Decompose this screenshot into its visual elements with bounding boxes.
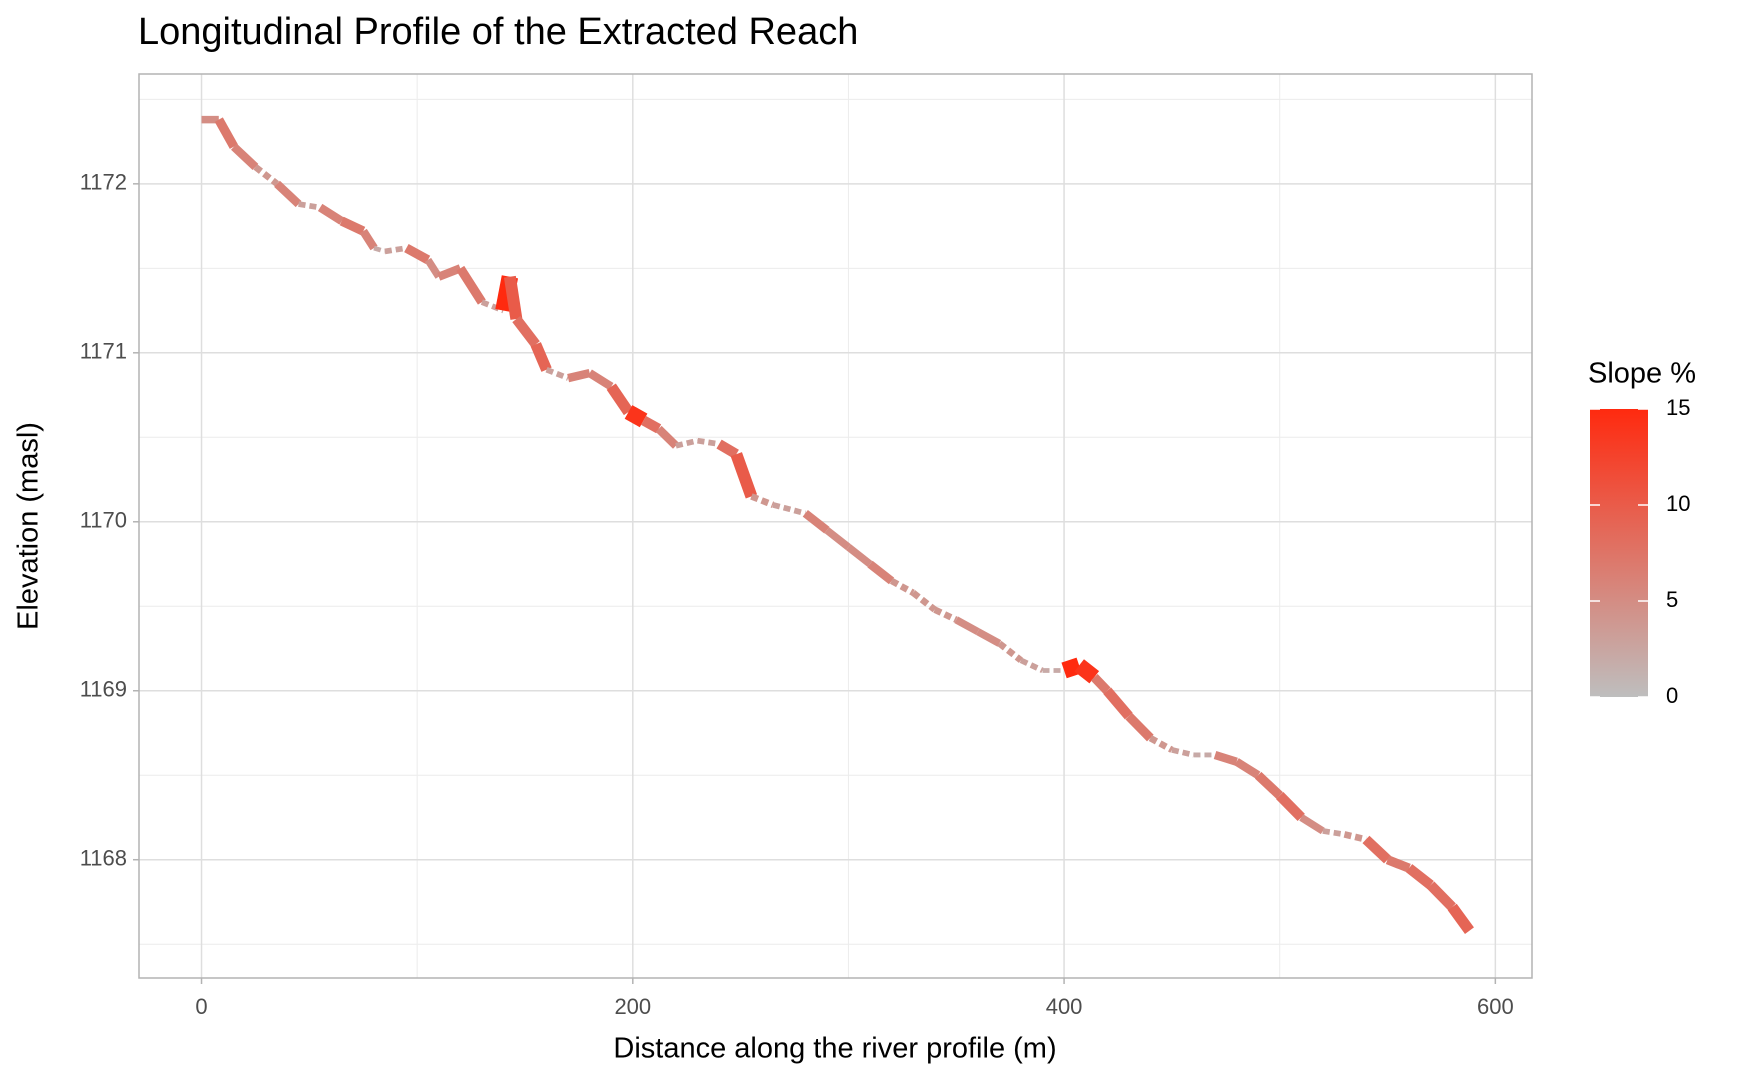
profile-segment (373, 245, 386, 254)
profile-segment (1254, 771, 1283, 799)
legend-label: 10 (1666, 491, 1690, 516)
y-tick-label: 1170 (80, 508, 127, 533)
profile-segment (1405, 864, 1434, 890)
y-tick-label: 1171 (80, 339, 127, 364)
profile-segment (1385, 855, 1411, 873)
profile-segment (889, 578, 915, 596)
profile-segment (214, 117, 238, 149)
profile-segment (359, 228, 378, 251)
profile-segment (298, 201, 321, 211)
profile-segment (512, 315, 540, 348)
profile-segment (424, 257, 442, 279)
profile-segment (750, 493, 775, 508)
profile-segment (954, 616, 980, 635)
profile-segment (802, 510, 830, 534)
colorbar (1590, 409, 1648, 697)
profile-segment (1125, 712, 1154, 742)
profile-segment (867, 560, 895, 585)
profile-segment (274, 180, 302, 208)
profile-segment (437, 264, 462, 281)
profile-segment (697, 437, 720, 447)
profile-segment (1074, 659, 1100, 684)
profile-segment (404, 243, 431, 264)
legend-label: 5 (1666, 587, 1678, 612)
profile-segment (1362, 835, 1392, 864)
profile-segment (530, 342, 552, 372)
profile-segment (384, 245, 407, 255)
legend-label: 15 (1666, 395, 1690, 420)
profile-segment (1171, 747, 1195, 758)
plot-border (138, 73, 1533, 979)
profile-segment (933, 606, 958, 623)
profile-segment (730, 452, 758, 499)
profile-segment (253, 164, 280, 187)
chart-title: Longitudinal Profile of the Extracted Re… (138, 11, 858, 53)
x-tick-label: 400 (1046, 994, 1083, 1019)
profile-segment (997, 640, 1023, 663)
profile-segment (772, 502, 807, 517)
x-tick-label: 0 (195, 994, 207, 1019)
profile-segment (456, 265, 486, 305)
profile-segment (641, 415, 662, 434)
profile-segment (1427, 881, 1456, 911)
profile-segment (1234, 758, 1261, 779)
legend-label: 0 (1666, 683, 1678, 708)
x-axis-title: Distance along the river profile (m) (613, 1033, 1056, 1065)
profile-segment (1276, 791, 1305, 822)
x-tick-label: 200 (614, 994, 651, 1019)
profile-segment (606, 383, 634, 416)
y-tick-label: 1172 (80, 170, 127, 195)
x-tick-label: 600 (1477, 994, 1514, 1019)
profile-segment (824, 527, 851, 551)
y-tick-label: 1169 (80, 677, 127, 702)
profile-segment (1299, 814, 1325, 835)
profile-segment (317, 203, 344, 225)
profile-segment (1103, 687, 1133, 720)
profile-segment (480, 299, 505, 314)
profile-segment (911, 590, 937, 613)
profile-segment (675, 437, 699, 449)
profile-segment (1322, 828, 1345, 838)
y-axis-title: Elevation (masl) (13, 422, 45, 630)
profile-segment (716, 439, 739, 459)
profile-segment (545, 367, 570, 381)
profile-segment (1447, 903, 1474, 934)
profile-segment (503, 275, 523, 320)
profile-segment (1213, 750, 1238, 766)
profile-segment (1343, 831, 1367, 843)
profile-segment (1148, 735, 1174, 753)
profile-segment (1019, 657, 1044, 674)
profile-segment (339, 216, 366, 236)
profile-segment (624, 405, 648, 428)
profile-segment (231, 143, 259, 170)
profile-segment (1090, 674, 1111, 694)
profile-segment (1061, 657, 1082, 679)
y-tick-label: 1168 (80, 846, 127, 871)
profile-segment (587, 369, 614, 391)
profile-segment (655, 425, 679, 449)
profile-segment (846, 544, 873, 567)
legend-title: Slope % (1588, 358, 1696, 390)
profile-segment (567, 368, 591, 383)
profile-segment (976, 628, 1002, 647)
